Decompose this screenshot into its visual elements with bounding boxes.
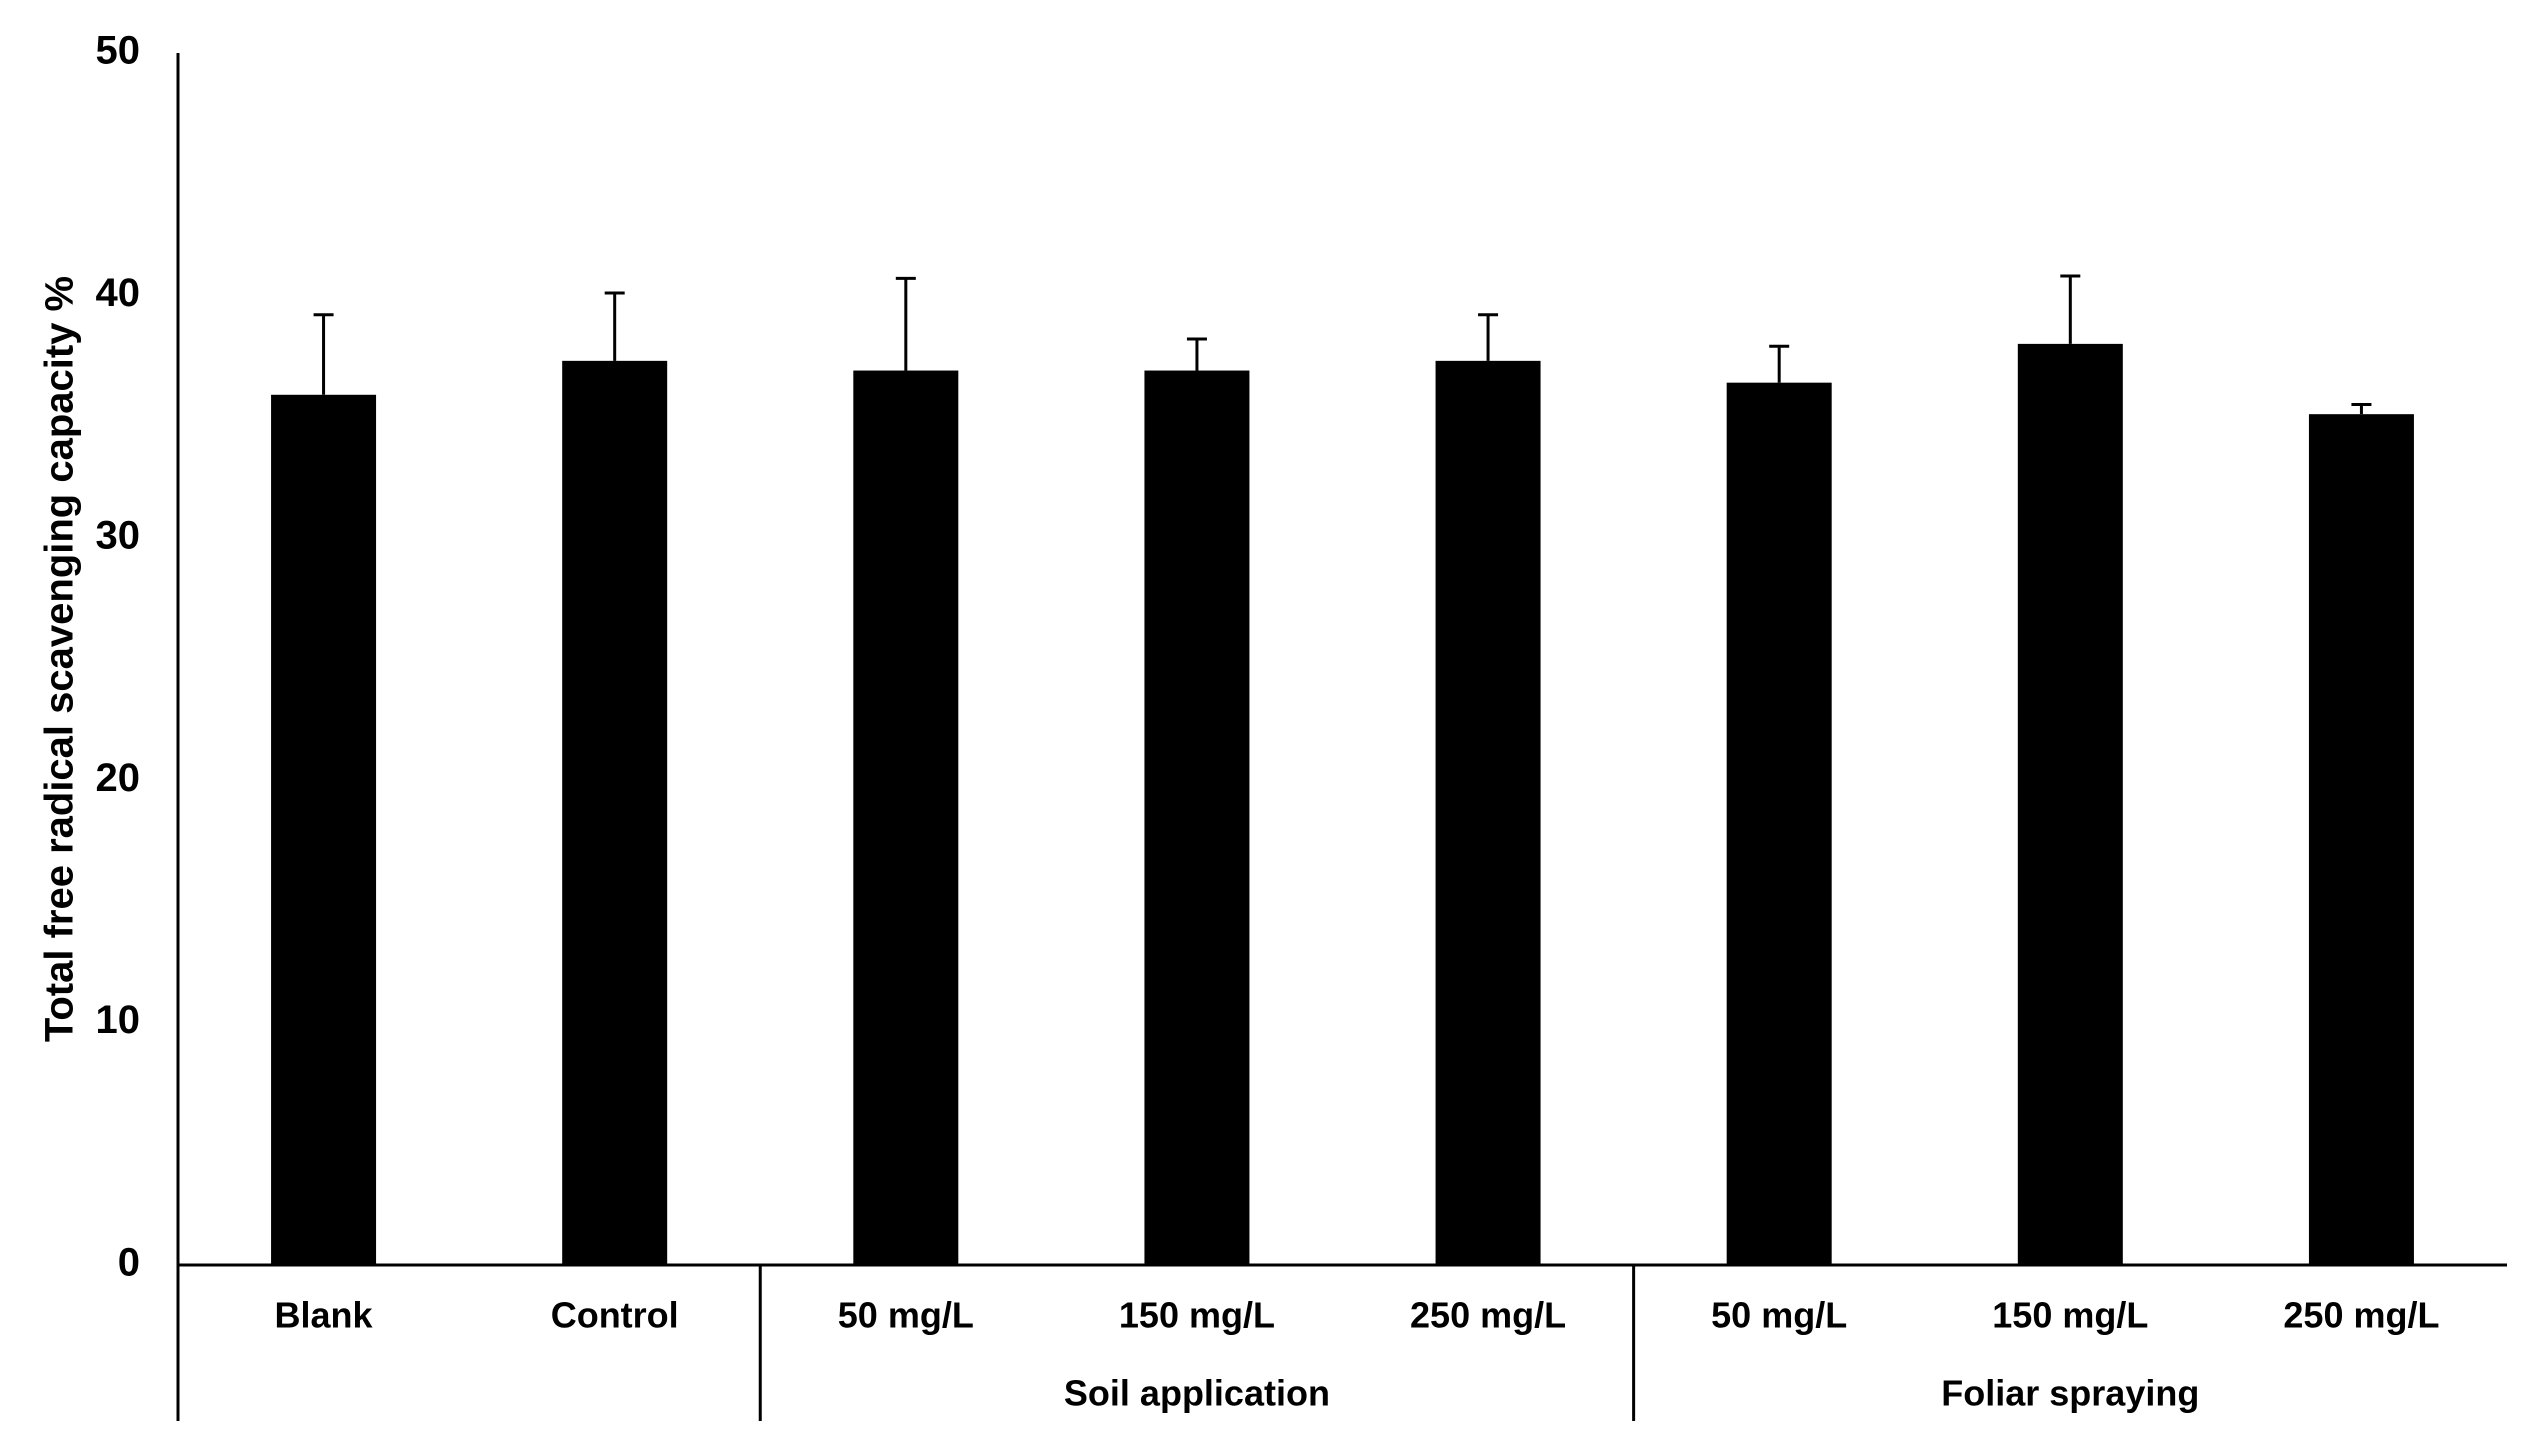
x-tick-label: 250 mg/L [1410,1295,1566,1336]
y-tick-label: 30 [96,513,141,557]
group-label: Soil application [1064,1373,1330,1414]
x-tick-label: Blank [275,1295,374,1336]
bar [2017,343,2123,1265]
error-bar [1478,313,1499,361]
x-tick-label: 50 mg/L [838,1295,974,1336]
y-tick-label: 10 [96,998,141,1042]
bar [271,394,377,1265]
y-axis-title: Total free radical scavenging capacity % [38,276,82,1042]
bar [1726,382,1832,1265]
error-bar [604,291,625,361]
y-tick-label: 0 [118,1241,140,1285]
x-tick-label: 250 mg/L [2283,1295,2439,1336]
x-tick-label: 150 mg/L [1119,1295,1275,1336]
error-bar [895,276,916,371]
group-label: Foliar spraying [1941,1373,2199,1414]
x-tick-label: Control [551,1295,679,1336]
error-bar [2060,274,2081,344]
bar [853,370,959,1265]
bar [562,360,668,1265]
bar [1144,370,1250,1265]
error-bar [1769,344,1790,383]
x-tick-label: 150 mg/L [1992,1295,2148,1336]
bar [2308,414,2414,1265]
error-bar [2351,402,2372,415]
bar [1435,360,1541,1265]
x-tick-label: 50 mg/L [1711,1295,1847,1336]
error-bar [1186,337,1207,371]
y-tick-label: 40 [96,271,141,315]
y-tick-label: 20 [96,756,141,800]
y-tick-label: 50 [96,29,141,73]
error-bar [313,313,334,395]
